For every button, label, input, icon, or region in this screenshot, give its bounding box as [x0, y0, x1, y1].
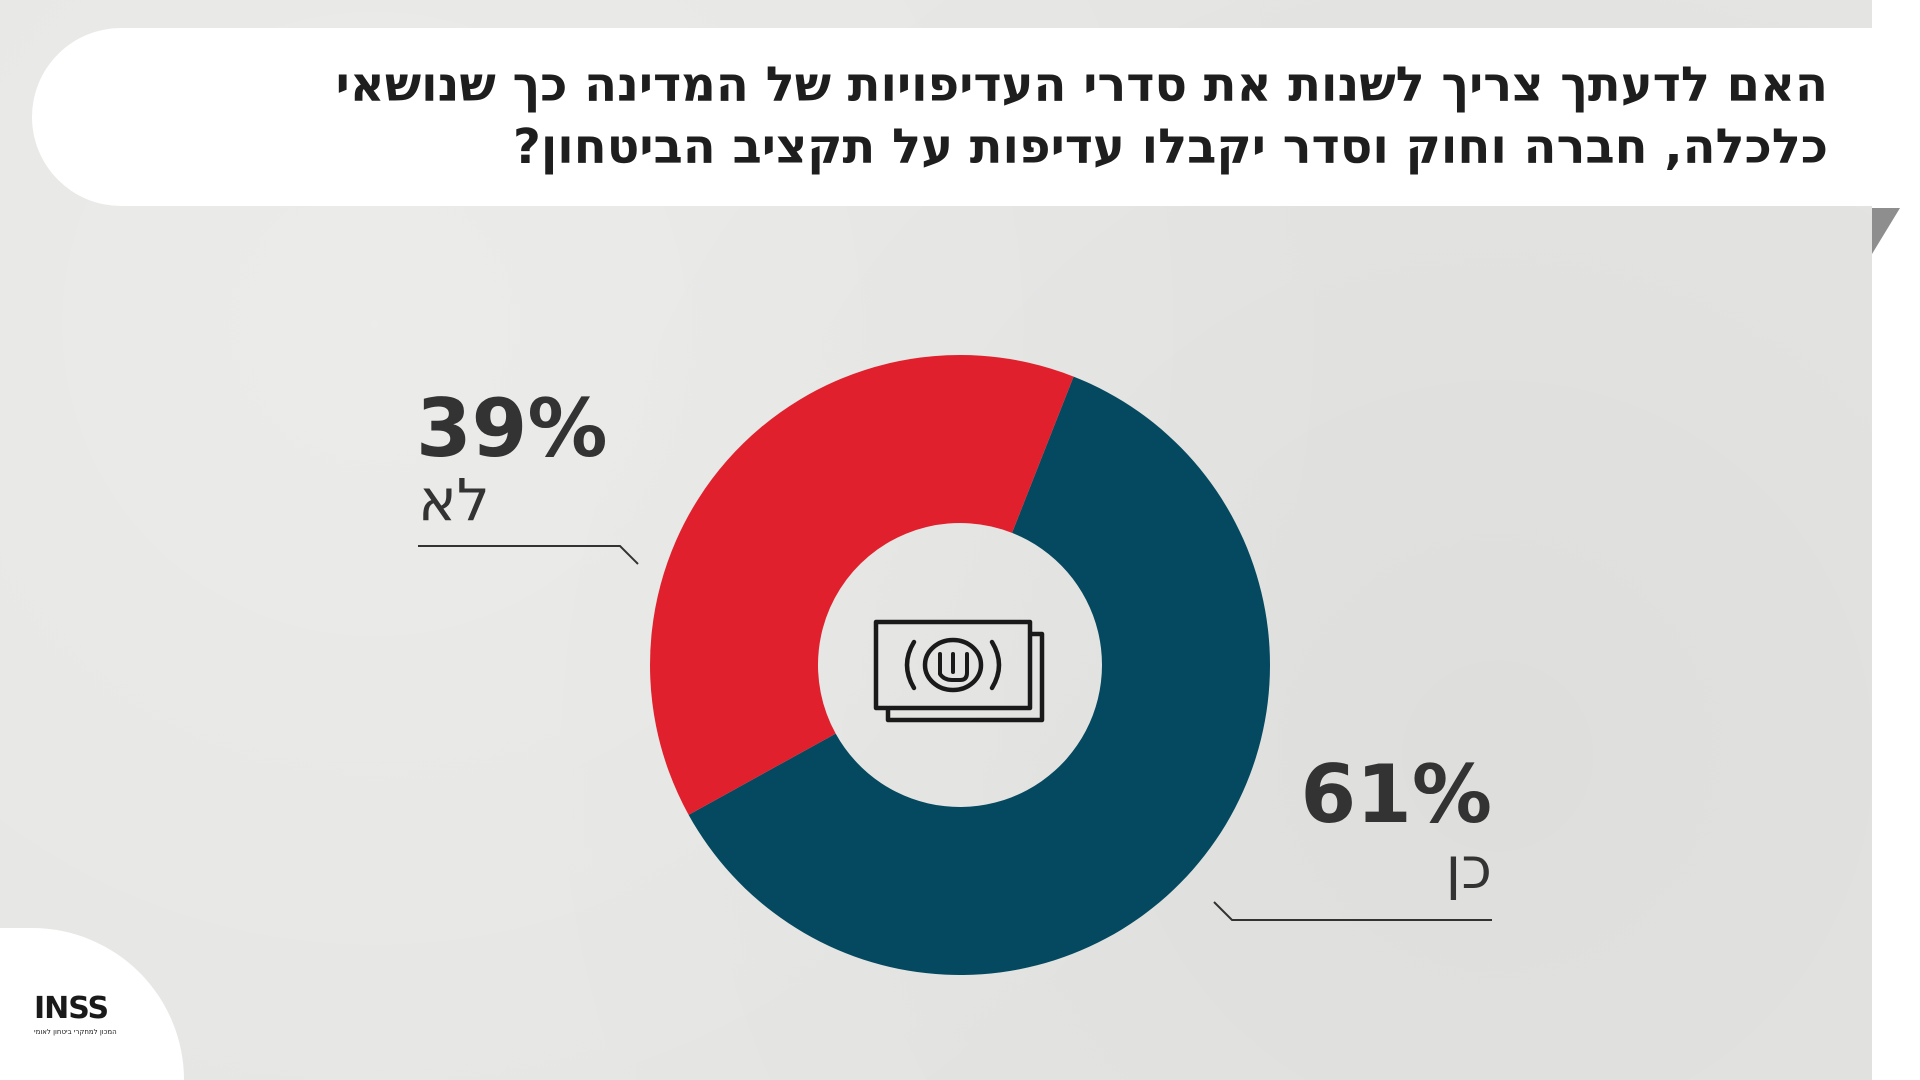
leader-line-no [418, 545, 639, 565]
inss-logo: INSS [34, 991, 109, 1026]
category-label-no: לא [418, 466, 490, 534]
value-label-no: 39% [416, 382, 607, 475]
category-label-yes: כן [1446, 834, 1492, 902]
inss-logo-subtitle: המכון למחקרי ביטחון לאומי [34, 1028, 117, 1036]
donut-slice-yes [688, 376, 1270, 975]
leader-line-yes [1213, 901, 1492, 921]
title-box: האם לדעתך צריך לשנות את סדרי העדיפויות ש… [32, 28, 1872, 206]
right-margin-strip [1872, 0, 1920, 1080]
shekel-banknote-icon [873, 619, 1045, 723]
donut-slices [649, 354, 1270, 975]
value-label-yes: 61% [1301, 748, 1492, 841]
donut-slice-no [649, 354, 1074, 815]
title-fold-corner [1872, 208, 1900, 254]
chart-title: האם לדעתך צריך לשנות את סדרי העדיפויות ש… [335, 57, 1828, 175]
